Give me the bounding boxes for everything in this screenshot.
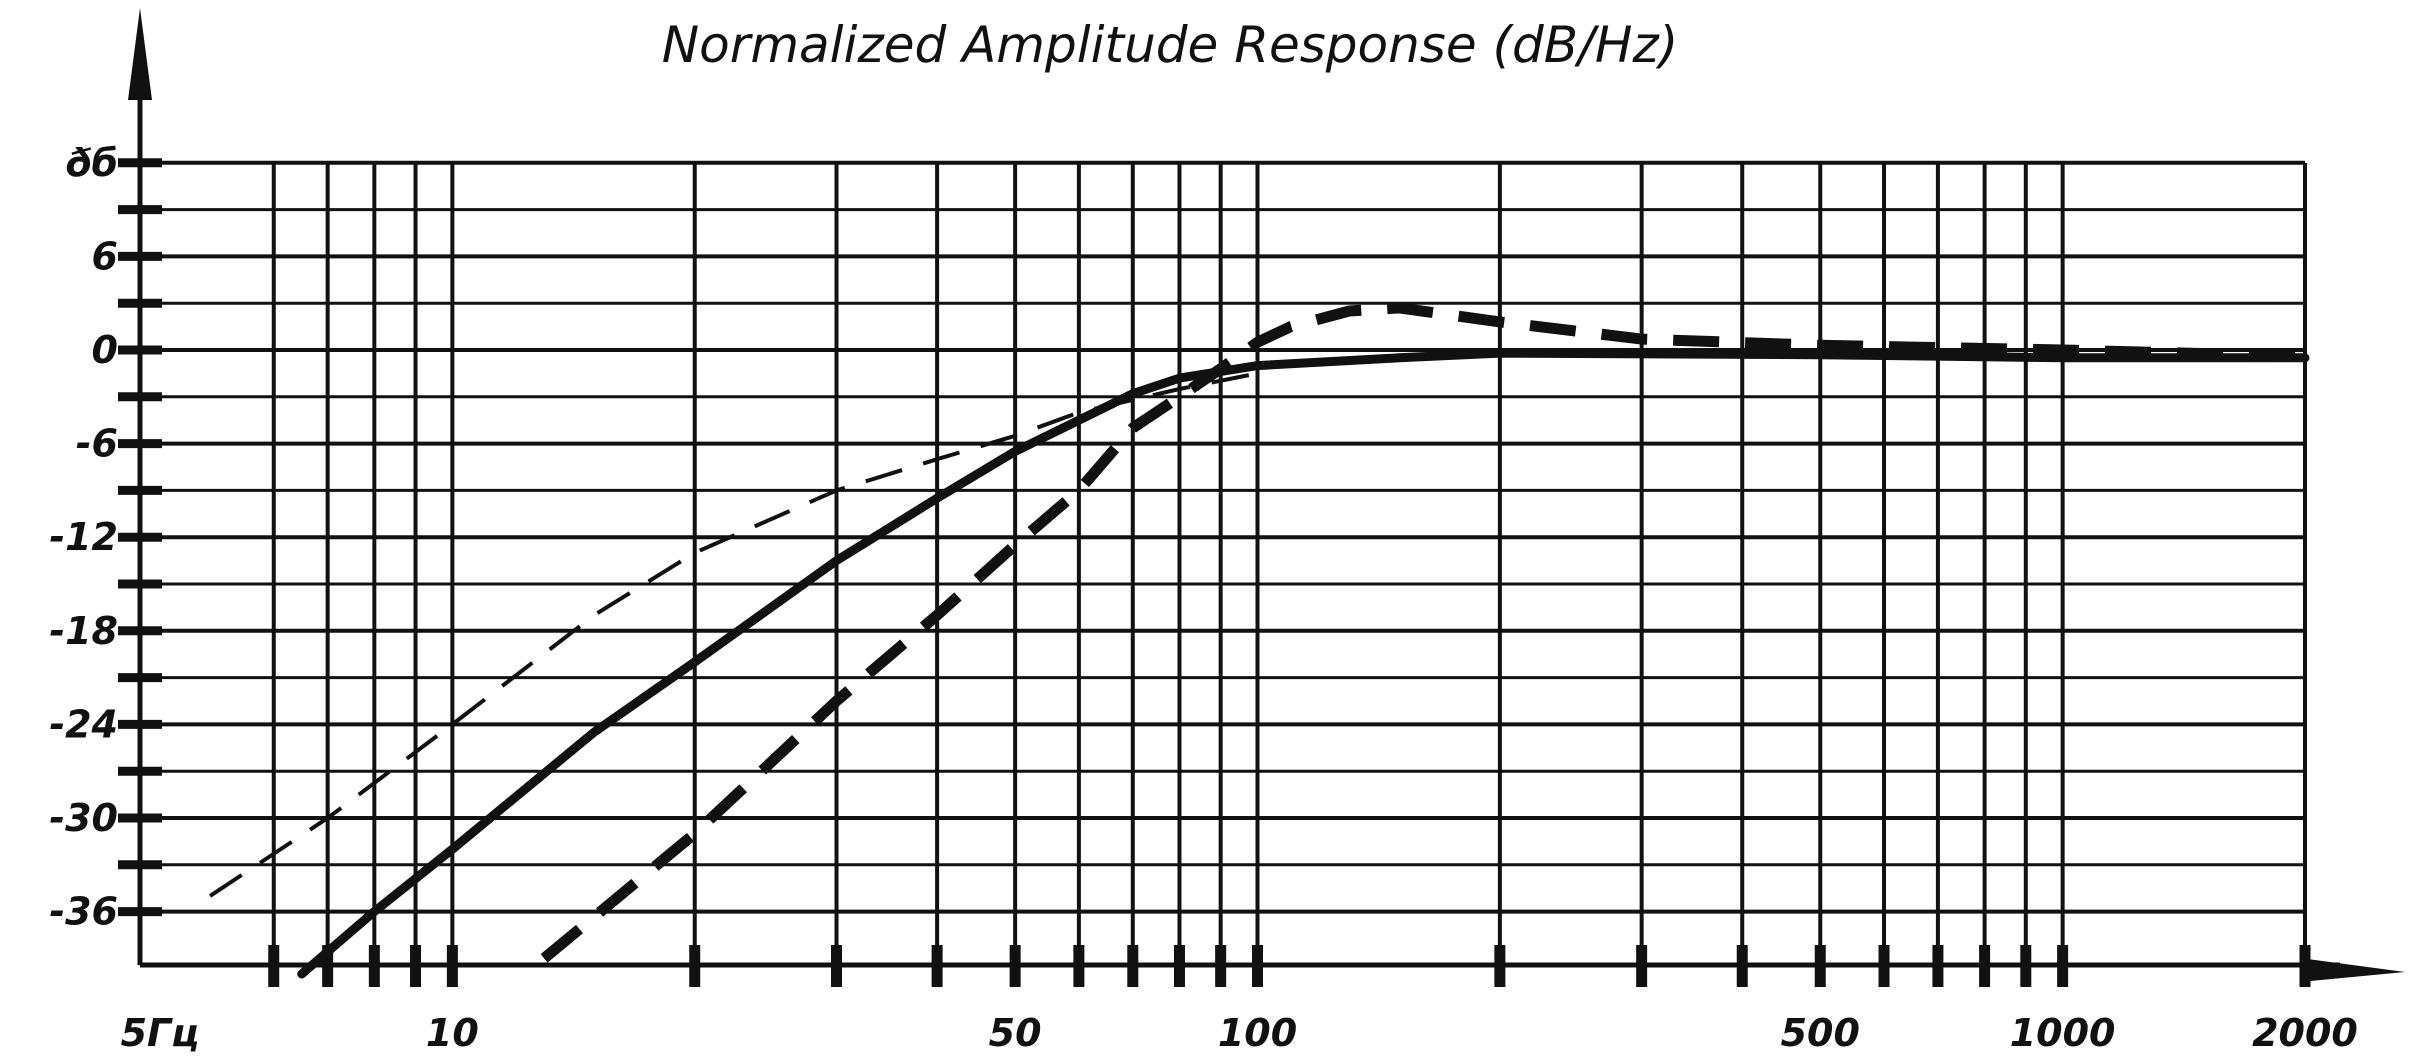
series-thin-dashed-line — [208, 371, 1258, 898]
y-tick-label: -18 — [49, 609, 118, 653]
grid — [118, 158, 2311, 987]
y-axis-arrow — [128, 8, 152, 100]
x-tick-label: 50 — [989, 1011, 1042, 1055]
y-tick-label: ðб — [65, 141, 118, 185]
x-tick-label: 1000 — [2010, 1011, 2116, 1055]
y-tick-label: -36 — [49, 890, 118, 934]
series-solid-line — [297, 348, 2310, 979]
y-tick-label: -12 — [49, 515, 118, 559]
y-tick-label: -30 — [49, 796, 118, 840]
y-tick-label: -6 — [76, 422, 118, 466]
x-tick-label: 5Гц — [121, 1011, 200, 1055]
x-tick-label: 500 — [1781, 1011, 1860, 1055]
series-layer — [208, 302, 2310, 979]
series-thick-dashed-line — [540, 302, 2306, 963]
y-ticks: ðб 6 0 -6 -12 -18 -24 -30 -36 — [49, 141, 118, 934]
y-tick-label: 6 — [92, 234, 118, 278]
x-tick-label: 10 — [426, 1011, 479, 1055]
y-tick-label: -24 — [49, 702, 118, 746]
chart-title: Normalized Amplitude Response (dB/Hz) — [662, 16, 1678, 74]
x-axis-arrow — [2300, 958, 2405, 982]
x-tick-label: 100 — [1218, 1011, 1297, 1055]
x-ticks: 5Гц 10 50 100 500 1000 2000 — [121, 1011, 2358, 1055]
y-tick-label: 0 — [92, 328, 118, 372]
x-tick-label: 2000 — [2252, 1011, 2358, 1055]
